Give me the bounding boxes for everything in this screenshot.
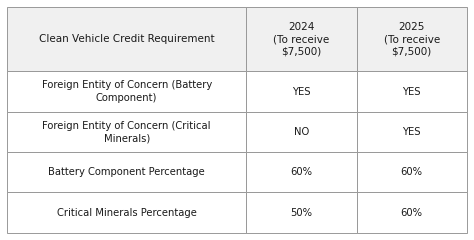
Bar — [356, 112, 467, 152]
Text: YES: YES — [402, 87, 421, 97]
Text: 60%: 60% — [291, 167, 312, 177]
Text: Foreign Entity of Concern (Battery
Component): Foreign Entity of Concern (Battery Compo… — [42, 80, 212, 103]
Text: Critical Minerals Percentage: Critical Minerals Percentage — [57, 208, 197, 218]
Text: 2025
(To receive
$7,500): 2025 (To receive $7,500) — [383, 22, 440, 57]
Bar — [246, 152, 356, 192]
Bar — [246, 112, 356, 152]
Bar — [356, 152, 467, 192]
Bar — [7, 192, 246, 233]
Bar — [356, 72, 467, 112]
Bar — [7, 7, 246, 72]
Text: 60%: 60% — [401, 208, 423, 218]
Bar — [246, 7, 356, 72]
Text: YES: YES — [402, 127, 421, 137]
Bar — [246, 72, 356, 112]
Bar — [7, 152, 246, 192]
Text: 2024
(To receive
$7,500): 2024 (To receive $7,500) — [273, 22, 329, 57]
Text: 50%: 50% — [291, 208, 312, 218]
Text: Clean Vehicle Credit Requirement: Clean Vehicle Credit Requirement — [39, 34, 214, 44]
Text: NO: NO — [294, 127, 309, 137]
Bar — [7, 112, 246, 152]
Text: YES: YES — [292, 87, 310, 97]
Text: Foreign Entity of Concern (Critical
Minerals): Foreign Entity of Concern (Critical Mine… — [42, 121, 211, 143]
Bar — [356, 7, 467, 72]
Bar — [356, 192, 467, 233]
Text: 60%: 60% — [401, 167, 423, 177]
Bar — [246, 192, 356, 233]
Text: Battery Component Percentage: Battery Component Percentage — [48, 167, 205, 177]
Bar — [7, 72, 246, 112]
